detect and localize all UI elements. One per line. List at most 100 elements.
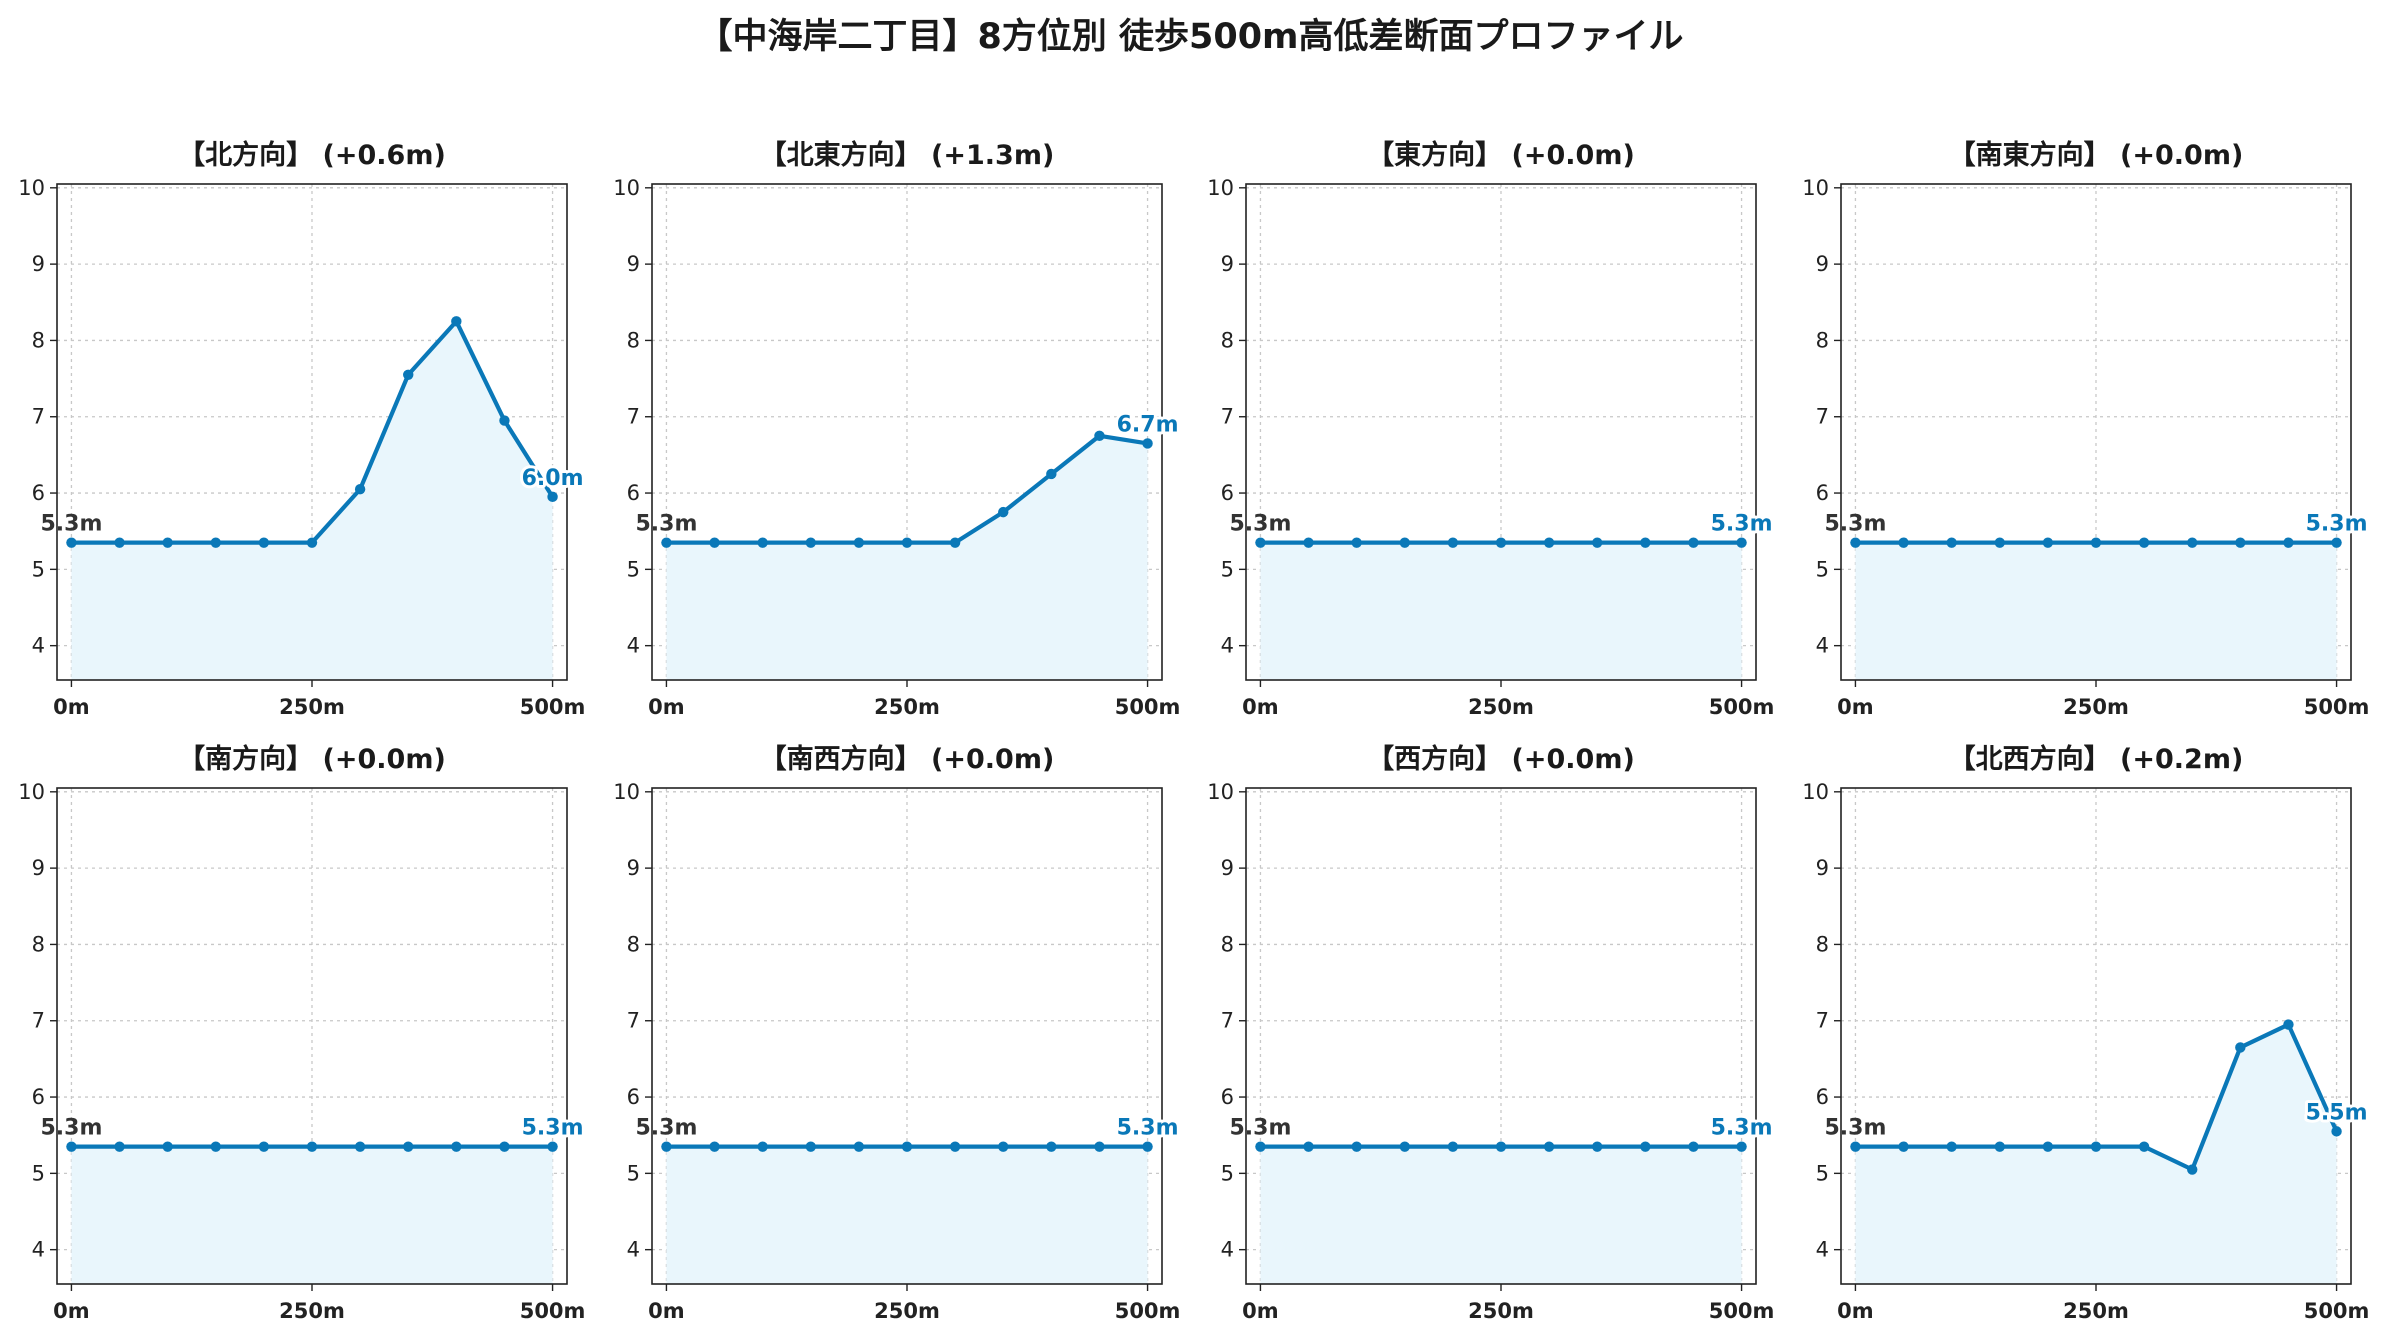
y-tick-label: 6	[32, 1085, 45, 1109]
data-point	[1850, 1141, 1861, 1152]
data-point	[1592, 537, 1603, 548]
data-point	[2235, 537, 2246, 548]
end-value-label-halo: 5.3m	[1117, 1116, 1179, 1141]
y-tick-label: 6	[627, 1085, 640, 1109]
y-tick-label: 6	[1221, 1085, 1234, 1109]
y-tick-label: 5	[32, 557, 45, 581]
x-tick-label: 0m	[53, 695, 90, 719]
subplot-title: 【南東方向】 (+0.0m)	[1949, 139, 2244, 171]
data-point	[1399, 537, 1410, 548]
data-point	[258, 537, 270, 548]
y-tick-label: 4	[627, 1238, 640, 1262]
x-tick-label: 500m	[520, 695, 586, 719]
data-point	[1688, 537, 1699, 548]
data-point	[547, 491, 558, 503]
data-point	[1592, 1141, 1603, 1152]
data-point	[2090, 1141, 2102, 1152]
data-point	[1946, 1141, 1957, 1152]
subplot-title: 【北東方向】 (+1.3m)	[760, 139, 1055, 171]
area-fill	[1260, 542, 1742, 680]
data-point	[1303, 537, 1314, 548]
y-tick-label: 7	[627, 1009, 640, 1033]
data-point	[354, 484, 366, 495]
data-point	[709, 537, 720, 548]
end-value-label-halo: 6.0m	[522, 466, 584, 491]
start-value-label: 5.3m	[40, 1116, 102, 1141]
data-point	[853, 1141, 865, 1152]
data-point	[66, 1141, 77, 1152]
data-point	[1046, 1141, 1057, 1152]
end-value-label-halo: 5.3m	[1711, 512, 1773, 537]
y-tick-label: 4	[32, 634, 45, 658]
x-tick-label: 0m	[648, 695, 685, 719]
start-value-label: 5.3m	[1229, 1116, 1291, 1141]
y-tick-label: 7	[1221, 1009, 1234, 1033]
start-value-label: 5.3m	[635, 512, 697, 537]
data-point	[1094, 1141, 1105, 1152]
end-value-label: 5.3m	[522, 1116, 584, 1141]
data-point	[1898, 1141, 1909, 1152]
area-fill	[1260, 1146, 1742, 1284]
y-tick-label: 5	[627, 1161, 640, 1185]
area-fill	[71, 321, 553, 680]
data-point	[1736, 537, 1747, 548]
subplot-title: 【南西方向】 (+0.0m)	[760, 743, 1055, 775]
y-tick-label: 5	[1816, 557, 1829, 581]
x-tick-label: 500m	[2304, 1299, 2370, 1323]
data-point	[403, 369, 414, 380]
y-tick-label: 4	[1816, 634, 1829, 658]
x-tick-label: 500m	[520, 1299, 586, 1323]
data-point	[162, 537, 173, 548]
y-tick-label: 7	[1816, 1009, 1829, 1033]
y-tick-label: 10	[18, 176, 45, 200]
start-value-label: 5.3m	[635, 1116, 697, 1141]
data-point	[1898, 537, 1909, 548]
subplot-title: 【東方向】 (+0.0m)	[1367, 139, 1635, 171]
y-tick-label: 8	[32, 328, 45, 352]
data-point	[949, 1141, 961, 1152]
y-tick-label: 9	[627, 252, 640, 276]
y-tick-label: 4	[32, 1238, 45, 1262]
data-point	[499, 1141, 510, 1152]
subplot-title: 【西方向】 (+0.0m)	[1367, 743, 1635, 775]
data-point	[1399, 1141, 1410, 1152]
y-tick-label: 7	[627, 405, 640, 429]
data-point	[757, 537, 768, 548]
subplot-5: 【南西方向】 (+0.0m) 4 5 6 7 8 9 10 0m 250m 500m 5.3m 5.3m…	[613, 743, 1181, 1323]
y-tick-label: 8	[627, 932, 640, 956]
data-point	[1351, 1141, 1362, 1152]
x-tick-label: 0m	[53, 1299, 90, 1323]
y-tick-label: 10	[1207, 176, 1234, 200]
data-point	[2235, 1042, 2246, 1053]
data-point	[853, 537, 865, 548]
y-tick-label: 5	[1816, 1161, 1829, 1185]
area-fill	[1855, 542, 2337, 680]
data-point	[114, 1141, 125, 1152]
data-point	[1495, 1141, 1507, 1152]
data-point	[1094, 430, 1105, 442]
data-point	[2283, 537, 2294, 548]
y-tick-label: 6	[627, 481, 640, 505]
x-tick-label: 0m	[1837, 695, 1874, 719]
data-point	[1946, 537, 1957, 548]
y-tick-label: 10	[1802, 176, 1829, 200]
y-tick-label: 5	[627, 557, 640, 581]
data-point	[2090, 537, 2102, 548]
y-tick-label: 10	[613, 176, 640, 200]
data-point	[2283, 1019, 2294, 1030]
data-point	[1688, 1141, 1699, 1152]
data-point	[547, 1141, 558, 1152]
data-point	[1142, 438, 1153, 449]
end-value-label: 5.3m	[2306, 512, 2368, 537]
start-value-label: 5.3m	[40, 512, 102, 537]
y-tick-label: 6	[32, 481, 45, 505]
data-point	[1640, 537, 1651, 548]
y-tick-label: 7	[1816, 405, 1829, 429]
y-tick-label: 9	[1816, 856, 1829, 880]
data-point	[2331, 537, 2342, 548]
y-tick-label: 7	[32, 1009, 45, 1033]
end-value-label-halo: 5.3m	[2306, 512, 2368, 537]
